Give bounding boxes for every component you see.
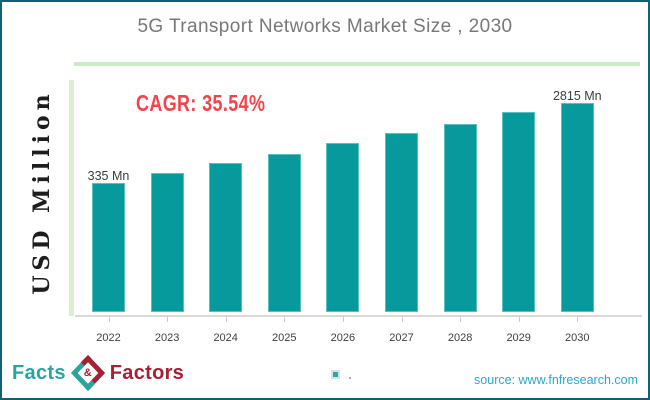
bar-2024 [209,163,243,312]
x-axis-label: 2028 [447,332,473,344]
facts-factors-diamond-icon: & [70,354,106,392]
bar-2025 [267,154,301,312]
bar-2026 [326,143,360,312]
y-axis-title: USD Million [29,89,55,295]
x-axis-tick [518,317,520,322]
x-axis-label: 2029 [506,332,531,344]
source-link[interactable]: source: www.fnfresearch.com [474,373,638,387]
x-axis-label: 2025 [272,332,297,344]
x-axis-tick [460,317,462,322]
x-axis-line [75,315,642,317]
brand-logo: Facts & Factors [12,354,184,392]
logo-text-facts: Facts [12,361,66,384]
x-axis-label: 2027 [389,332,414,344]
x-axis-tick [284,317,286,322]
x-axis-label: 2023 [154,332,180,344]
x-axis-tick [401,317,403,322]
x-axis-tick [342,317,344,322]
x-axis-tick [108,317,110,322]
x-axis-label: 2024 [213,332,238,344]
logo-ampersand: & [83,367,92,379]
cagr-annotation: CAGR: 35.54% [136,90,266,116]
bar-value-label: 335 Mn [87,169,130,183]
logo-text-factors: Factors [109,361,185,384]
legend-marker [331,370,340,379]
x-axis-tick [577,317,579,322]
x-axis-label: 2022 [96,332,121,344]
title-underline [74,62,640,66]
x-axis-label: 2030 [565,332,590,344]
chart-title: 5G Transport Networks Market Size , 2030 [137,16,513,37]
bar-2030 [560,103,594,312]
bar-2027 [385,133,418,312]
x-axis-label: 2026 [330,332,356,344]
x-axis-tick [167,317,169,322]
x-axis-tick [225,317,227,322]
y-axis-accent-line [69,80,74,316]
legend-dot [349,377,351,379]
bar-2023 [150,173,184,312]
bar-2022 [92,183,125,312]
bar-value-label: 2815 Mn [552,89,602,103]
bar-2028 [443,124,477,312]
bar-2029 [502,112,536,312]
